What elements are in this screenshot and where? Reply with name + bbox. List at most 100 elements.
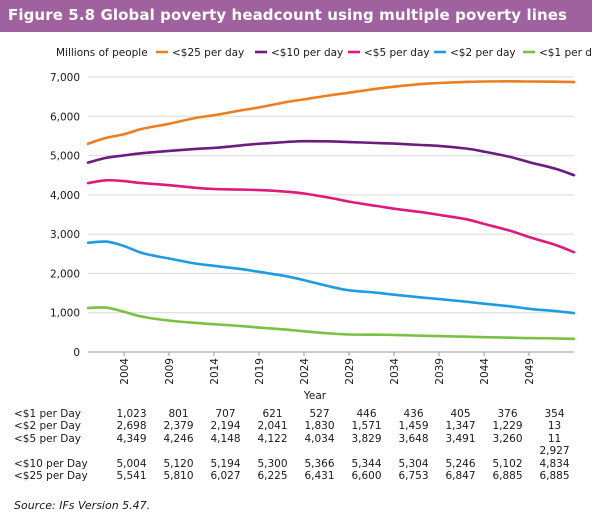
x-tick-label: 2039 [434, 358, 446, 385]
y-tick-label: 5,000 [50, 151, 80, 163]
grid-lines [88, 76, 574, 353]
x-tick-label: 2019 [254, 358, 266, 385]
table-cell: 405 [450, 408, 471, 420]
table-cell: 446 [356, 408, 377, 420]
table-cell [437, 445, 484, 457]
table-cell [155, 445, 202, 457]
figure-title: Figure 5.8 Global poverty headcount usin… [8, 6, 568, 24]
table-cell: 3,648 [398, 432, 429, 445]
y-tick-label: 2,000 [50, 268, 80, 280]
table-cell: 376 [497, 408, 518, 420]
table-cell [296, 445, 343, 457]
table-cell: 5,246 [445, 457, 476, 470]
table-cell: 1,571 [351, 420, 382, 433]
legend-label-lt1: <$1 per day [539, 47, 592, 59]
table-cell [108, 445, 155, 457]
x-tick-label: 2044 [479, 358, 491, 385]
series-line-lt10 [86, 139, 576, 177]
table-cell [249, 445, 296, 457]
poverty-line-chart: Millions of people <$25 per day <$10 per … [50, 47, 592, 400]
x-axis-ticks: 2004 2009 2014 2019 2024 2029 2034 2039 2044 2049 [119, 352, 536, 385]
y-tick-label: 7,000 [50, 72, 80, 84]
table-cell: 11 [547, 432, 562, 445]
table-cell: 6,027 [210, 470, 241, 483]
table-cell: 6,753 [398, 470, 429, 483]
y-tick-label: 4,000 [50, 190, 80, 202]
x-axis-label: Year [303, 390, 327, 400]
table-cell: 3,260 [492, 432, 523, 445]
table-row: 2,927 [14, 445, 578, 457]
table-row: <$5 per Day 4,349 4,246 4,148 4,122 4,034 3,82… [14, 433, 578, 445]
table-cell: 527 [309, 408, 330, 420]
table-cell: 4,148 [210, 432, 241, 445]
table-cell: 6,885 [492, 470, 523, 483]
table-row: <$2 per Day 2,698 2,379 2,194 2,041 1,830 1,57… [14, 420, 578, 432]
y-axis-ticks: 0 1,000 2,000 3,000 4,000 5,000 6,000 7,000 [50, 72, 80, 359]
table-cell: 5,120 [163, 457, 194, 470]
x-tick-label: 2034 [389, 358, 401, 385]
table-cell [390, 445, 437, 457]
table-cell: 5,344 [351, 457, 382, 470]
table-cell: 5,366 [304, 457, 335, 470]
table-cell: 5,541 [116, 470, 147, 483]
table-cell: 354 [544, 408, 565, 420]
legend-label-lt2: <$2 per day [450, 47, 516, 59]
series-lines [86, 80, 576, 341]
table-cell: 4,349 [116, 432, 147, 445]
table-cell: 4,122 [257, 432, 288, 445]
table-cell: 3,829 [351, 432, 382, 445]
x-tick-label: 2024 [299, 358, 311, 385]
y-axis-label: Millions of people [56, 47, 148, 59]
y-tick-label: 6,000 [50, 111, 80, 123]
data-table: <$1 per Day 1,023 801 707 621 527 446 436 405 376… [14, 408, 578, 482]
table-cell: 5,300 [257, 457, 288, 470]
table-cell: 2,041 [257, 420, 288, 433]
x-tick-label: 2004 [119, 358, 131, 385]
table-cell: 6,885 [539, 470, 570, 483]
x-tick-label: 2049 [524, 358, 536, 385]
table-cell: 707 [215, 408, 236, 420]
table-cell: 5,304 [398, 457, 429, 470]
table-cell: 2,927 [539, 445, 570, 458]
series-line-lt5 [86, 178, 576, 254]
table-cell: 6,431 [304, 470, 335, 483]
table-cell: 1,229 [492, 420, 523, 433]
source-note: Source: IFs Version 5.47. [14, 499, 151, 512]
row-label [14, 445, 108, 457]
x-tick-label: 2014 [209, 358, 221, 385]
figure-title-bar: Figure 5.8 Global poverty headcount usin… [0, 0, 592, 32]
table-cell: 13 [547, 420, 562, 433]
x-tick-label: 2029 [344, 358, 356, 385]
row-label: <$5 per Day [14, 432, 82, 445]
legend-label-lt5: <$5 per day [364, 47, 430, 59]
table-cell: 5,194 [210, 457, 241, 470]
table-cell: 6,847 [445, 470, 476, 483]
row-label: <$1 per Day [14, 408, 82, 420]
table-cell [202, 445, 249, 457]
y-tick-label: 1,000 [50, 308, 80, 320]
table-cell [484, 445, 531, 457]
table-row: <$10 per Day 5,004 5,120 5,194 5,300 5,366 5,3… [14, 458, 578, 470]
table-cell: 801 [168, 408, 189, 420]
table-cell: 5,102 [492, 457, 523, 470]
y-tick-label: 3,000 [50, 229, 80, 241]
table-cell: 4,834 [539, 457, 570, 470]
table-cell: 5,810 [163, 470, 194, 483]
table-row: <$1 per Day 1,023 801 707 621 527 446 436 405 376… [14, 408, 578, 420]
table-cell: 436 [403, 408, 424, 420]
table-cell: 5,004 [116, 457, 147, 470]
series-line-lt2 [86, 240, 576, 315]
table-cell: 4,246 [163, 432, 194, 445]
x-tick-label: 2009 [164, 358, 176, 385]
table-cell: 2,698 [116, 420, 147, 433]
table-cell [343, 445, 390, 457]
table-cell: 1,830 [304, 420, 335, 433]
table-cell: 621 [262, 408, 283, 420]
y-tick-label: 0 [73, 347, 80, 359]
legend: <$25 per day <$10 per day <$5 per day <$2 p… [156, 47, 592, 59]
row-label: <$25 per Day [14, 470, 88, 483]
legend-label-lt10: <$10 per day [271, 47, 343, 59]
table-cell: 4,034 [304, 432, 335, 445]
series-line-lt25 [86, 80, 576, 146]
table-cell: 1,347 [445, 420, 476, 433]
